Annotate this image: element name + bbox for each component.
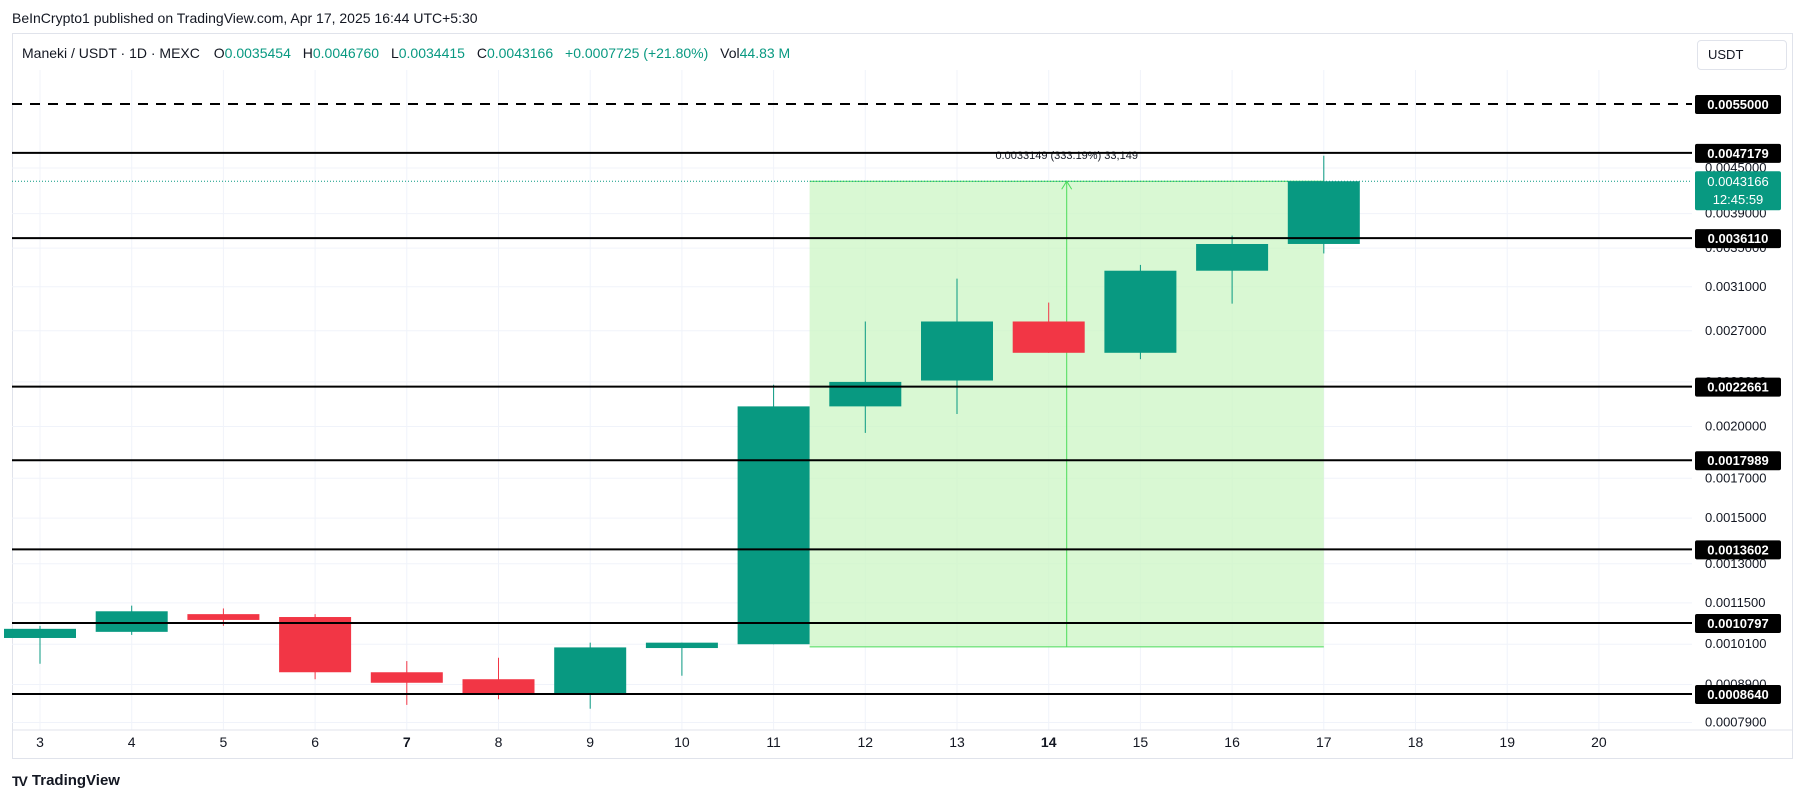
y-tick-label: 0.0045000 (1705, 160, 1766, 175)
candle-body (1196, 244, 1269, 271)
candle-body (554, 647, 627, 695)
level-label-box (1695, 229, 1781, 249)
x-tick-label: 4 (128, 734, 136, 750)
low-label: L (390, 45, 399, 61)
close-label: C (476, 45, 487, 61)
y-tick-label: 0.0017000 (1705, 470, 1766, 485)
level-label-box (1695, 540, 1781, 560)
volume-label: Vol (720, 45, 740, 61)
level-label: 0.0022661 (1707, 380, 1768, 395)
close-value: 0.0043166 (486, 45, 554, 61)
y-tick-label: 0.0013000 (1705, 556, 1766, 571)
level-label: 0.0008640 (1707, 687, 1768, 702)
x-tick-label: 19 (1499, 734, 1515, 750)
current-price-label: 0.0043166 (1707, 174, 1768, 189)
y-tick-label: 0.0027000 (1705, 323, 1766, 338)
y-tick-label: 0.0031000 (1705, 279, 1766, 294)
symbol-name[interactable]: Maneki / USDT · 1D · MEXC (22, 45, 200, 61)
x-tick-label: 18 (1408, 734, 1424, 750)
level-label: 0.0017989 (1707, 453, 1768, 468)
candle-body (279, 617, 352, 673)
x-tick-label: 16 (1224, 734, 1240, 750)
chart-frame (12, 33, 1793, 759)
x-tick-label: 7 (403, 734, 411, 750)
x-tick-label: 20 (1591, 734, 1607, 750)
y-tick-label: 0.0015000 (1705, 510, 1766, 525)
x-tick-label: 13 (949, 734, 965, 750)
publish-info: BeInCrypto1 published on TradingView.com… (12, 10, 478, 26)
y-tick-label: 0.0010100 (1705, 636, 1766, 651)
x-tick-label: 8 (495, 734, 503, 750)
x-tick-label: 6 (311, 734, 319, 750)
countdown-timer: 12:45:59 (1713, 192, 1764, 207)
y-tick-label: 0.0020000 (1705, 418, 1766, 433)
level-label-box (1695, 685, 1781, 704)
level-label: 0.0013602 (1707, 542, 1768, 557)
x-tick-label: 3 (36, 734, 44, 750)
x-tick-label: 5 (220, 734, 228, 750)
candle-body (1012, 321, 1085, 353)
level-label: 0.0036110 (1708, 231, 1769, 246)
level-label: 0.0010797 (1707, 616, 1768, 631)
volume-value: 44.83 M (739, 45, 791, 61)
candle-body (95, 611, 168, 632)
candle-body (187, 614, 260, 620)
x-tick-label: 14 (1041, 734, 1057, 750)
tradingview-logo-icon: TV (12, 772, 28, 789)
candle-body (737, 406, 810, 645)
x-tick-label: 15 (1133, 734, 1149, 750)
high-label: H (302, 45, 313, 61)
high-value: 0.0046760 (312, 45, 380, 61)
candle-body (462, 679, 535, 695)
brand-name: TradingView (31, 772, 120, 789)
candle-body (370, 672, 443, 683)
price-range-arrow-head (1061, 180, 1073, 190)
level-label-box (1695, 451, 1781, 471)
low-value: 0.0034415 (398, 45, 465, 61)
candle-body (829, 381, 902, 407)
y-tick-label: 0.0007900 (1705, 715, 1766, 730)
currency-button[interactable]: USDT (1697, 40, 1787, 70)
level-label-box (1695, 95, 1781, 114)
candle-body (921, 321, 993, 381)
level-label-box (1695, 377, 1781, 397)
level-label: 0.0055000 (1707, 97, 1768, 112)
open-value: 0.0035454 (224, 45, 291, 61)
tradingview-brand[interactable]: TV TradingView (12, 772, 120, 789)
level-label-box (1695, 613, 1781, 633)
x-tick-label: 12 (858, 734, 874, 750)
x-tick-label: 10 (674, 734, 690, 750)
current-price-tag (1695, 171, 1781, 211)
y-tick-label: 0.0011500 (1705, 595, 1766, 610)
level-label: 0.0047179 (1707, 146, 1768, 161)
candle-body (1287, 181, 1360, 244)
candle-body (645, 642, 718, 649)
x-tick-label: 17 (1316, 734, 1332, 750)
candle-body (4, 628, 76, 638)
change-value: +0.0007725 (+21.80%) (565, 45, 709, 61)
x-tick-label: 9 (586, 734, 594, 750)
symbol-legend: Maneki / USDT · 1D · MEXC O0.0035454 H0.… (22, 45, 798, 61)
open-label: O (213, 45, 225, 61)
level-label-box (1695, 143, 1781, 163)
candle-body (1104, 270, 1177, 353)
x-tick-label: 11 (766, 734, 781, 750)
